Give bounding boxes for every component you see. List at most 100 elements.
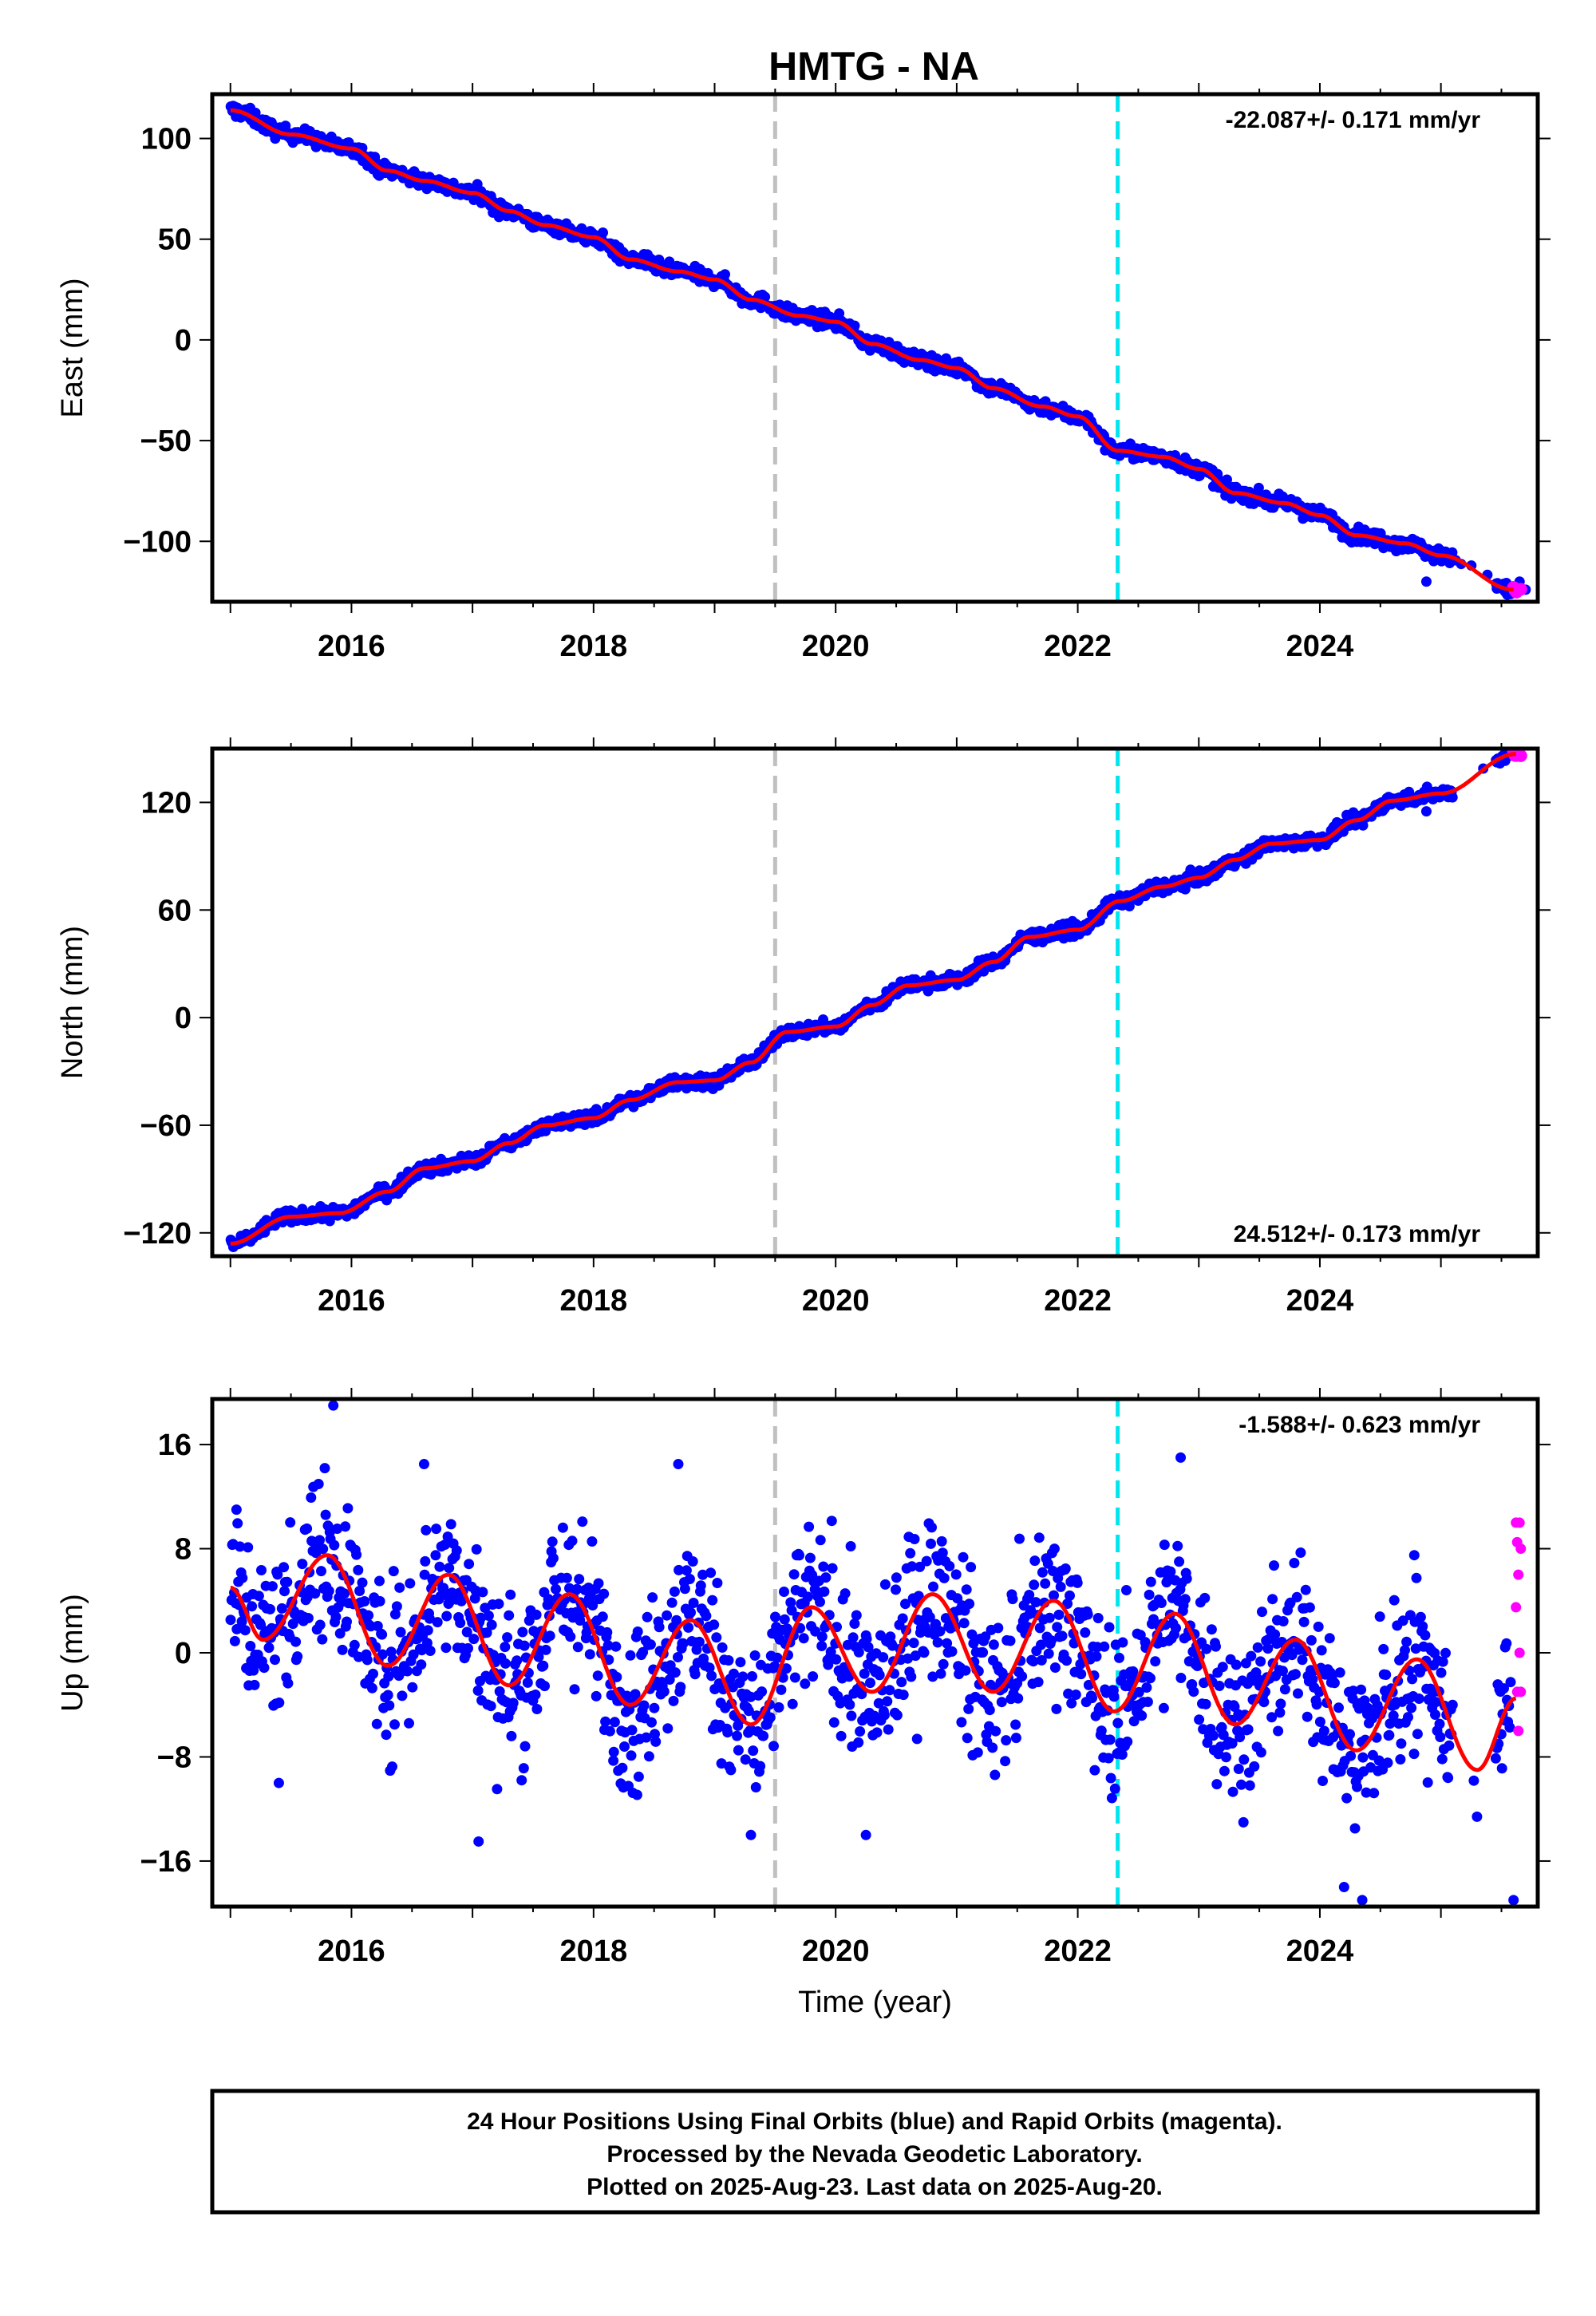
- data-point: [935, 1668, 946, 1679]
- data-point: [844, 1699, 855, 1710]
- data-point: [1258, 1697, 1270, 1708]
- data-point: [1373, 1755, 1385, 1766]
- plot-frame: [210, 92, 1540, 604]
- panels: 2016 2018 2020 2022 2024 100 50 0 −50 −100 East (m…: [56, 83, 1551, 2019]
- data-point: [476, 1612, 486, 1623]
- y-tick-label: 0: [175, 324, 192, 358]
- data-point: [421, 1638, 433, 1649]
- data-point: [1053, 1609, 1065, 1620]
- data-point: [934, 1626, 946, 1637]
- y-tick-label: 16: [158, 1429, 192, 1462]
- data-point: [818, 1561, 829, 1572]
- data-point: [422, 1625, 433, 1636]
- data-point: [779, 1614, 790, 1625]
- data-point: [314, 1535, 325, 1546]
- data-point: [377, 1649, 388, 1660]
- data-point: [225, 1614, 236, 1626]
- data-point: [722, 1727, 733, 1738]
- data-point: [650, 1729, 660, 1740]
- data-point: [962, 1733, 973, 1744]
- data-point: [451, 1545, 462, 1556]
- data-point: [804, 1521, 815, 1532]
- data-point: [1105, 1773, 1116, 1784]
- data-point: [1341, 1792, 1353, 1804]
- model-fit-curve: [230, 1553, 1517, 1773]
- data-point: [259, 1662, 270, 1674]
- data-point: [1133, 1686, 1144, 1697]
- data-point: [1246, 1650, 1257, 1662]
- data-point: [407, 1682, 418, 1693]
- data-point: [638, 1646, 649, 1658]
- data-point: [318, 1543, 329, 1555]
- data-point: [1410, 1643, 1421, 1654]
- data-point: [1188, 1686, 1199, 1697]
- data-point: [1274, 1707, 1286, 1718]
- data-point: [239, 1625, 251, 1636]
- data-point: [279, 1586, 290, 1597]
- data-point: [927, 1671, 938, 1682]
- data-point: [650, 1736, 662, 1747]
- panel-north: 2016 2018 2020 2022 2024 120 60 0 −60 −120 North (…: [56, 737, 1551, 1318]
- data-point: [898, 1690, 909, 1701]
- y-axis-ticks: [200, 137, 1551, 543]
- data-point: [777, 1672, 788, 1683]
- data-point: [1275, 1698, 1286, 1709]
- data-point: [389, 1719, 400, 1730]
- data-point: [747, 1671, 757, 1682]
- data-point: [1408, 1749, 1420, 1760]
- data-point: [958, 1618, 970, 1629]
- data-point: [481, 1627, 492, 1638]
- data-point: [265, 1603, 275, 1614]
- x-tick-label: 2018: [560, 1935, 628, 1968]
- data-point: [1122, 1736, 1133, 1747]
- data-point: [915, 1561, 926, 1572]
- data-point: [1030, 1597, 1041, 1608]
- data-point: [1065, 1590, 1075, 1601]
- data-point: [681, 1565, 692, 1576]
- data-point: [1257, 1607, 1267, 1618]
- data-point: [609, 1717, 620, 1728]
- data-point: [456, 1595, 467, 1607]
- data-point: [572, 1642, 583, 1653]
- data-point: [505, 1589, 516, 1600]
- data-point: [964, 1599, 975, 1610]
- data-point: [1505, 1677, 1516, 1688]
- data-point: [313, 1479, 324, 1489]
- data-point: [946, 1646, 958, 1657]
- data-point: [716, 1758, 727, 1769]
- data-point: [1104, 1622, 1115, 1633]
- data-point: [1440, 1647, 1451, 1658]
- data-point: [1407, 1674, 1418, 1685]
- data-point: [1415, 1611, 1426, 1622]
- data-point: [1036, 1639, 1046, 1650]
- data-point: [891, 1584, 901, 1595]
- y-tick-label: 8: [175, 1533, 192, 1567]
- data-point: [732, 1730, 742, 1741]
- data-point: [816, 1631, 828, 1642]
- plot-area: [225, 94, 1531, 602]
- x-tick-label: 2022: [1044, 630, 1112, 663]
- data-point: [749, 1650, 760, 1661]
- data-point: [619, 1741, 630, 1752]
- data-point: [471, 1543, 482, 1555]
- data-point: [377, 1629, 388, 1640]
- data-point: [706, 1670, 717, 1682]
- data-point: [990, 1769, 1001, 1780]
- data-point: [1227, 1786, 1238, 1797]
- data-point: [643, 1751, 654, 1762]
- data-point: [394, 1582, 405, 1593]
- data-point: [1010, 1733, 1021, 1744]
- data-point: [909, 1534, 920, 1544]
- x-tick-label: 2016: [318, 630, 385, 663]
- data-point: [342, 1616, 352, 1627]
- y-tick-label: 0: [175, 1002, 192, 1035]
- data-point: [1103, 1753, 1114, 1764]
- data-point: [371, 1718, 382, 1729]
- data-point: [645, 1639, 656, 1650]
- data-point: [1044, 1612, 1055, 1623]
- data-point: [725, 1765, 737, 1776]
- data-point: [263, 1642, 275, 1654]
- data-point: [468, 1634, 480, 1645]
- data-point: [679, 1583, 690, 1595]
- data-point: [882, 1696, 893, 1707]
